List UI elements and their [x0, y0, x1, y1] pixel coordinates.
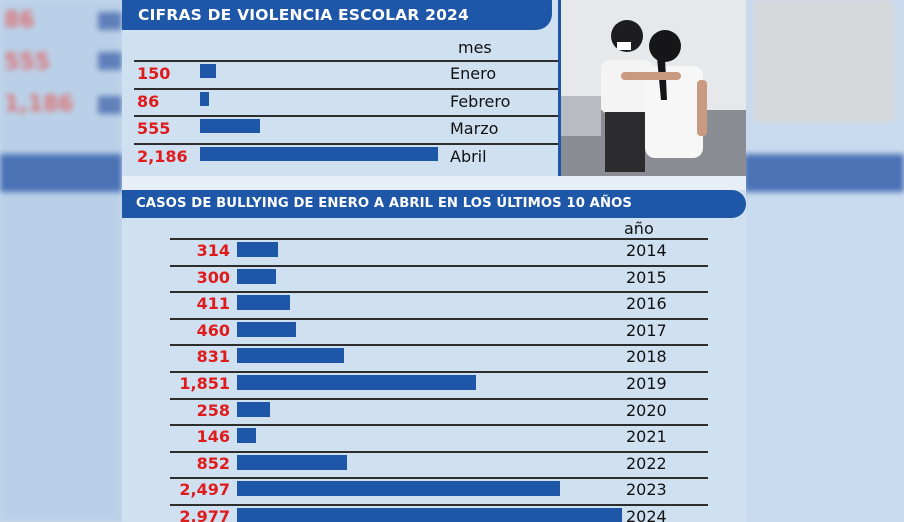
- value-label: 1,851: [179, 374, 230, 393]
- bar-febrero: [200, 91, 210, 106]
- blurred-band: [0, 154, 122, 192]
- row-divider: [170, 238, 708, 240]
- value-label: 86: [137, 91, 160, 111]
- value-label: 852: [196, 453, 230, 473]
- axis-header-month: mes: [458, 38, 492, 57]
- row-divider: [170, 477, 708, 480]
- row-divider: [170, 291, 708, 294]
- value-label: 2,977: [179, 507, 230, 522]
- value-label: 411: [196, 294, 230, 314]
- year-label: 2021: [626, 427, 667, 447]
- bar-2014: [237, 242, 278, 257]
- row-divider: [170, 504, 708, 506]
- bar-2021: [237, 428, 256, 444]
- bar-2022: [237, 454, 348, 470]
- bar-2023: [237, 481, 560, 497]
- value-label: 2,186: [137, 146, 188, 166]
- axis-header-year: año: [624, 219, 654, 238]
- value-label: 146: [196, 427, 230, 447]
- row-divider: [170, 371, 708, 373]
- year-label: 2015: [626, 267, 667, 287]
- row-divider: [170, 450, 708, 453]
- year-label: 2014: [626, 241, 667, 260]
- category-label: Enero: [450, 64, 497, 83]
- category-label: Marzo: [450, 119, 499, 138]
- row-divider: [170, 344, 708, 347]
- row-divider: [170, 397, 708, 400]
- bar-enero: [200, 64, 217, 78]
- chart-title-yearly: CASOS DE BULLYING DE ENERO A ABRIL EN LO…: [122, 190, 746, 218]
- students-illustration: [561, 0, 746, 176]
- chart-title-monthly: CIFRAS DE VIOLENCIA ESCOLAR 2024: [122, 0, 552, 30]
- year-label: 2023: [626, 480, 667, 500]
- row-divider: [170, 317, 708, 320]
- value-label: 150: [137, 64, 171, 83]
- category-label: Febrero: [450, 91, 511, 111]
- blurred-bar: [98, 52, 122, 70]
- bar-abril: [200, 146, 438, 161]
- blurred-number: 1,186: [4, 92, 74, 117]
- blurred-photo: [754, 0, 894, 122]
- bar-2020: [237, 401, 271, 417]
- bar-2018: [237, 348, 345, 364]
- row-divider: [170, 424, 708, 427]
- bar-2017: [237, 321, 297, 337]
- bar-marzo: [200, 119, 261, 133]
- bar-2016: [237, 295, 291, 311]
- year-label: 2019: [626, 374, 667, 393]
- row-divider: [134, 142, 558, 145]
- row-divider: [170, 264, 708, 267]
- bar-2015: [237, 268, 276, 284]
- year-label: 2024: [626, 507, 667, 522]
- row-divider: [134, 87, 558, 90]
- separator-band: [122, 176, 746, 190]
- blurred-left-panel: 86 555 1,186: [0, 0, 122, 522]
- blurred-number: 86: [4, 8, 35, 33]
- year-label: 2018: [626, 347, 667, 367]
- year-label: 2022: [626, 453, 667, 473]
- blurred-bar: [98, 12, 122, 30]
- blurred-number: 555: [4, 50, 50, 75]
- blurred-right-panel: [744, 0, 904, 522]
- value-label: 258: [196, 400, 230, 420]
- value-label: 460: [196, 320, 230, 340]
- category-label: Abril: [450, 146, 487, 166]
- year-label: 2020: [626, 400, 667, 420]
- students-photo: [558, 0, 746, 176]
- row-divider: [134, 60, 558, 62]
- bar-2019: [237, 375, 477, 390]
- value-label: 555: [137, 119, 171, 138]
- value-label: 2,497: [179, 480, 230, 500]
- bar-2024: [237, 508, 622, 522]
- blurred-bar: [98, 96, 122, 114]
- value-label: 314: [196, 241, 230, 260]
- value-label: 300: [196, 267, 230, 287]
- year-label: 2016: [626, 294, 667, 314]
- year-label: 2017: [626, 320, 667, 340]
- row-divider: [134, 115, 558, 117]
- blurred-band: [744, 154, 904, 192]
- value-label: 831: [196, 347, 230, 367]
